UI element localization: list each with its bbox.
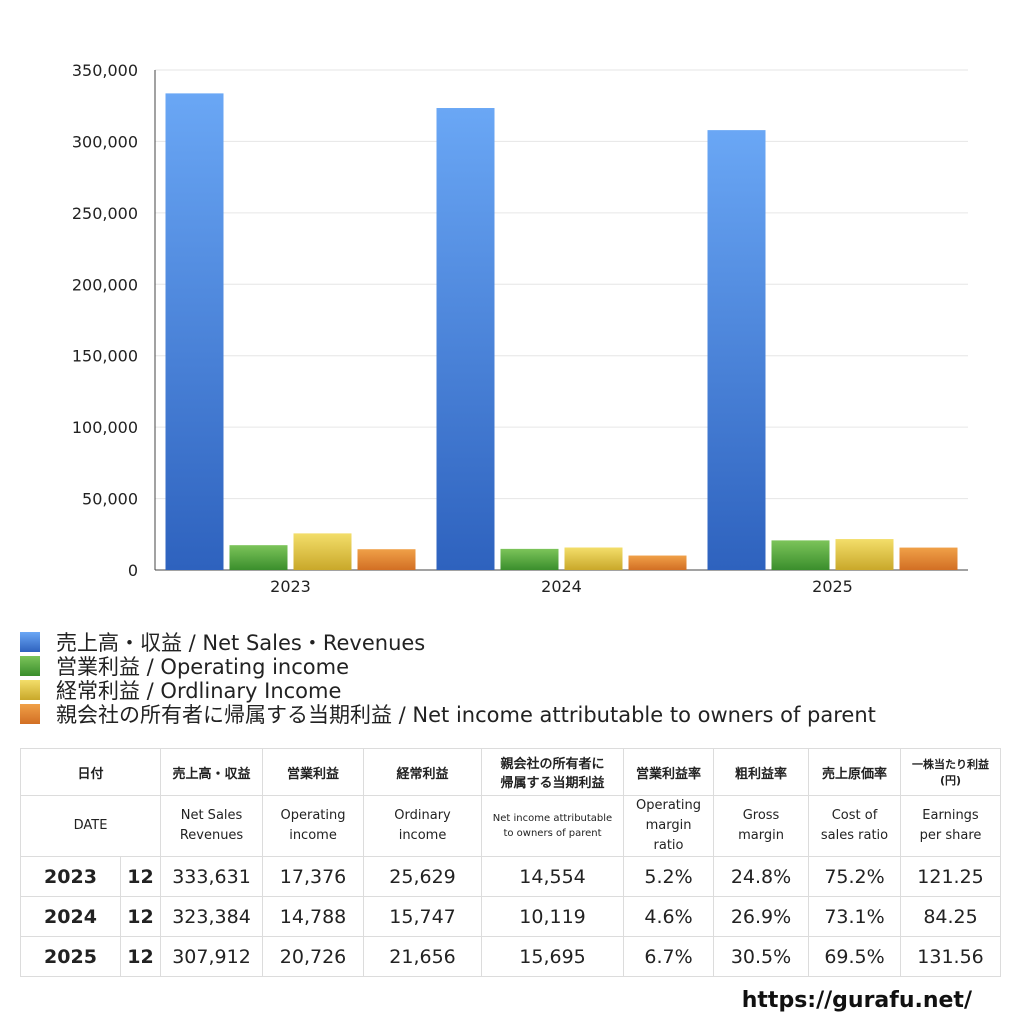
legend-item-net-income: 親会社の所有者に帰属する当期利益 / Net income attributab… <box>20 702 876 727</box>
y-tick-label: 300,000 <box>72 132 138 151</box>
legend-swatch-net-sales <box>20 632 40 652</box>
header-ordinary-income-ja: 経常利益 <box>363 748 483 796</box>
bar-net-income-2025 <box>899 547 958 570</box>
cell-gross-margin: 26.9% <box>713 896 810 937</box>
legend-label-ordinary-income: 経常利益 / Ordlinary Income <box>56 679 342 703</box>
header-operating-income-ja: 営業利益 <box>262 748 365 796</box>
cell-operating-margin: 4.6% <box>623 896 715 937</box>
cell-net-income: 14,554 <box>481 856 625 897</box>
header-net-income-en: Net income attributable to owners of pare… <box>481 795 625 857</box>
legend-label-operating-income: 営業利益 / Operating income <box>56 655 350 679</box>
y-tick-label: 150,000 <box>72 347 138 366</box>
cell-eps: 121.25 <box>900 856 1002 897</box>
bar-net-sales-2023 <box>165 93 224 571</box>
y-tick-label: 200,000 <box>72 275 138 294</box>
x-tick-label: 2024 <box>541 577 582 596</box>
bar-ordinary-income-2025 <box>835 539 894 570</box>
row-month: 12 <box>119 856 162 897</box>
legend-item-ordinary-income: 経常利益 / Ordlinary Income <box>20 678 876 703</box>
table-header-row-en: DATE Net Sales Revenues Operating income O… <box>19 795 1002 857</box>
table-row: 2024 12 323,384 14,788 15,747 10,119 4.6… <box>20 896 1002 937</box>
cell-ordinary-income: 15,747 <box>363 896 483 937</box>
cell-net-sales: 333,631 <box>160 856 264 897</box>
legend-swatch-operating-income <box>20 656 40 676</box>
legend-label-net-sales: 売上高・収益 / Net Sales・Revenues <box>56 631 426 655</box>
header-eps-ja: 一株当たり利益 (円) <box>900 748 1002 796</box>
financial-table: 日付 売上高・収益 営業利益 経常利益 親会社の所有者に 帰属する当期利益 営業利… <box>19 748 1002 977</box>
cell-operating-income: 20,726 <box>262 936 365 977</box>
legend-label-net-income: 親会社の所有者に帰属する当期利益 / Net income attributab… <box>56 703 876 727</box>
bar-operating-income-2025 <box>771 540 830 570</box>
row-year: 2024 <box>20 896 121 937</box>
cell-gross-margin: 24.8% <box>713 856 810 897</box>
cell-net-income: 15,695 <box>481 936 625 977</box>
y-tick-label: 0 <box>128 561 138 580</box>
cell-gross-margin: 30.5% <box>713 936 810 977</box>
table-header-row-ja: 日付 売上高・収益 営業利益 経常利益 親会社の所有者に 帰属する当期利益 営業利… <box>19 748 1002 796</box>
header-gross-margin-en: Gross margin <box>713 795 810 857</box>
y-tick-label: 350,000 <box>72 61 138 80</box>
bar-net-income-2024 <box>628 555 687 570</box>
legend-item-net-sales: 売上高・収益 / Net Sales・Revenues <box>20 630 876 655</box>
header-net-income-ja: 親会社の所有者に 帰属する当期利益 <box>481 748 625 796</box>
bar-net-sales-2025 <box>707 130 766 570</box>
cell-ordinary-income: 25,629 <box>363 856 483 897</box>
cell-net-sales: 323,384 <box>160 896 264 937</box>
cell-operating-margin: 5.2% <box>623 856 715 897</box>
y-tick-label: 250,000 <box>72 204 138 223</box>
cell-eps: 131.56 <box>900 936 1002 977</box>
cell-cost-ratio: 69.5% <box>808 936 902 977</box>
header-operating-margin-ja: 営業利益率 <box>623 748 715 796</box>
cell-eps: 84.25 <box>900 896 1002 937</box>
header-cost-ratio-ja: 売上原価率 <box>808 748 902 796</box>
row-year: 2025 <box>20 936 121 977</box>
cell-operating-income: 17,376 <box>262 856 365 897</box>
cell-cost-ratio: 75.2% <box>808 856 902 897</box>
table-row: 2023 12 333,631 17,376 25,629 14,554 5.2… <box>20 856 1002 897</box>
legend-swatch-ordinary-income <box>20 680 40 700</box>
cell-ordinary-income: 21,656 <box>363 936 483 977</box>
bar-ordinary-income-2024 <box>564 547 623 570</box>
cell-net-sales: 307,912 <box>160 936 264 977</box>
header-ordinary-income-en: Ordinary income <box>363 795 483 857</box>
bar-ordinary-income-2023 <box>293 533 352 570</box>
header-date-ja: 日付 <box>19 748 162 796</box>
header-operating-income-en: Operating income <box>262 795 365 857</box>
header-eps-en: Earnings per share <box>900 795 1002 857</box>
row-month: 12 <box>119 896 162 937</box>
x-tick-label: 2025 <box>812 577 853 596</box>
cell-operating-income: 14,788 <box>262 896 365 937</box>
table-row: 2025 12 307,912 20,726 21,656 15,695 6.7… <box>20 936 1002 977</box>
bar-chart: 0 50,000 100,000 150,000 200,000 250,000 300,0… <box>72 61 968 596</box>
header-date-en: DATE <box>19 795 162 857</box>
cell-operating-margin: 6.7% <box>623 936 715 977</box>
chart-legend: 売上高・収益 / Net Sales・Revenues 営業利益 / Opera… <box>20 630 876 727</box>
row-month: 12 <box>119 936 162 977</box>
legend-item-operating-income: 営業利益 / Operating income <box>20 654 876 679</box>
bar-net-income-2023 <box>357 549 416 570</box>
y-tick-label: 50,000 <box>82 490 138 509</box>
legend-swatch-net-income <box>20 704 40 724</box>
row-year: 2023 <box>20 856 121 897</box>
source-url: https://gurafu.net/ <box>741 988 972 1013</box>
bar-net-sales-2024 <box>436 108 495 570</box>
cell-net-income: 10,119 <box>481 896 625 937</box>
bar-operating-income-2023 <box>229 545 288 570</box>
header-operating-margin-en: Operating margin ratio <box>623 795 715 857</box>
header-net-sales-ja: 売上高・収益 <box>160 748 264 796</box>
cell-cost-ratio: 73.1% <box>808 896 902 937</box>
header-cost-ratio-en: Cost of sales ratio <box>808 795 902 857</box>
bar-operating-income-2024 <box>500 548 559 570</box>
y-tick-label: 100,000 <box>72 418 138 437</box>
header-gross-margin-ja: 粗利益率 <box>713 748 810 796</box>
header-net-sales-en: Net Sales Revenues <box>160 795 264 857</box>
x-tick-label: 2023 <box>270 577 311 596</box>
